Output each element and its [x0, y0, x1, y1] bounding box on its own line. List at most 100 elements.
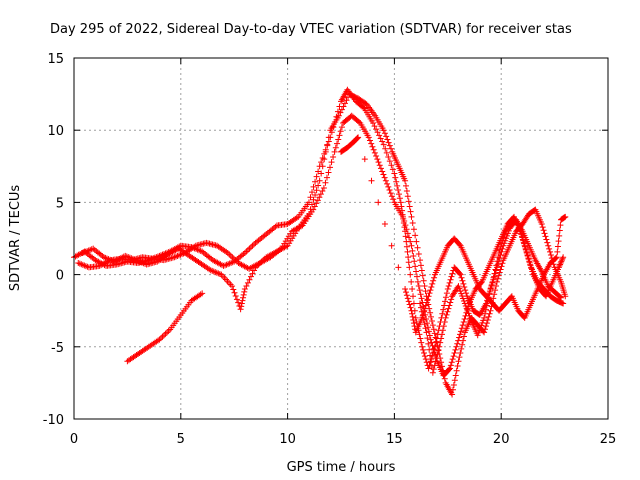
data-point	[405, 254, 412, 261]
data-point	[410, 320, 417, 327]
y-tick-label: 10	[47, 124, 64, 139]
data-point	[421, 305, 428, 312]
data-point	[489, 279, 496, 286]
data-point	[460, 319, 467, 326]
data-point	[330, 154, 337, 161]
data-point	[251, 241, 258, 248]
data-point	[407, 238, 414, 245]
data-point	[382, 177, 389, 184]
data-point	[485, 313, 492, 320]
data-point	[309, 201, 316, 208]
data-point	[492, 287, 499, 294]
data-point	[460, 337, 467, 344]
data-point	[482, 323, 489, 330]
y-tick-label: -5	[51, 341, 64, 356]
data-point	[388, 193, 395, 200]
data-point	[423, 299, 430, 306]
data-point	[381, 130, 388, 137]
data-point	[383, 149, 390, 156]
data-point	[395, 187, 402, 194]
data-point	[448, 296, 455, 303]
data-point	[448, 273, 455, 280]
data-point	[305, 199, 312, 206]
data-point	[338, 124, 345, 131]
data-point	[312, 178, 319, 185]
data-point	[373, 152, 380, 159]
data-point	[421, 282, 428, 289]
data-point	[239, 297, 246, 304]
data-point	[558, 258, 565, 265]
data-point	[496, 269, 503, 276]
data-point	[539, 224, 546, 231]
data-point	[457, 331, 464, 338]
data-point	[313, 200, 320, 207]
data-point	[361, 156, 368, 163]
data-point	[546, 245, 553, 252]
data-point	[369, 143, 376, 150]
data-point	[309, 189, 316, 196]
data-point	[312, 191, 319, 198]
data-point	[305, 210, 312, 217]
data-point	[558, 257, 565, 264]
data-point	[240, 291, 247, 298]
data-point	[413, 273, 420, 280]
data-point	[458, 345, 465, 352]
data-point	[412, 263, 419, 270]
data-point	[450, 353, 457, 360]
data-point	[335, 136, 342, 143]
series-track-c	[79, 91, 569, 398]
data-point	[499, 245, 506, 252]
data-point	[310, 183, 317, 190]
data-point	[238, 303, 245, 310]
data-point	[404, 295, 411, 302]
data-point	[384, 180, 391, 187]
data-point	[490, 295, 497, 302]
data-point	[328, 159, 335, 166]
data-point	[499, 260, 506, 267]
data-point	[396, 195, 403, 202]
data-point	[439, 367, 446, 374]
data-point	[243, 248, 250, 255]
data-point	[390, 196, 397, 203]
x-tick-label: 20	[493, 432, 510, 447]
data-point	[524, 253, 531, 260]
data-point	[319, 163, 326, 170]
data-point	[386, 158, 393, 165]
data-point	[356, 118, 363, 125]
data-point	[405, 259, 412, 266]
data-point	[424, 335, 431, 342]
x-tick-label: 10	[279, 432, 296, 447]
data-point	[416, 287, 423, 294]
data-point	[427, 336, 434, 343]
data-point	[319, 155, 326, 162]
data-point	[451, 377, 458, 384]
data-point	[428, 318, 435, 325]
data-point	[317, 191, 324, 198]
data-point	[455, 358, 462, 365]
data-point	[495, 258, 502, 265]
data-point	[313, 187, 320, 194]
data-point	[379, 168, 386, 175]
data-point	[408, 213, 415, 220]
data-point	[430, 366, 437, 373]
data-point	[327, 164, 334, 171]
data-point	[556, 227, 563, 234]
data-point	[422, 302, 429, 309]
data-point	[456, 270, 463, 277]
data-point	[244, 247, 251, 254]
data-point	[240, 294, 247, 301]
data-point	[410, 316, 417, 323]
data-point	[418, 267, 425, 274]
data-point	[543, 236, 550, 243]
data-point	[440, 371, 447, 378]
data-point	[368, 140, 375, 147]
data-point	[431, 348, 438, 355]
data-point	[416, 331, 423, 338]
data-point	[383, 133, 390, 140]
data-point	[413, 268, 420, 275]
data-point	[419, 312, 426, 319]
data-point	[320, 184, 327, 191]
grid-lines	[74, 58, 608, 419]
data-point	[446, 279, 453, 286]
